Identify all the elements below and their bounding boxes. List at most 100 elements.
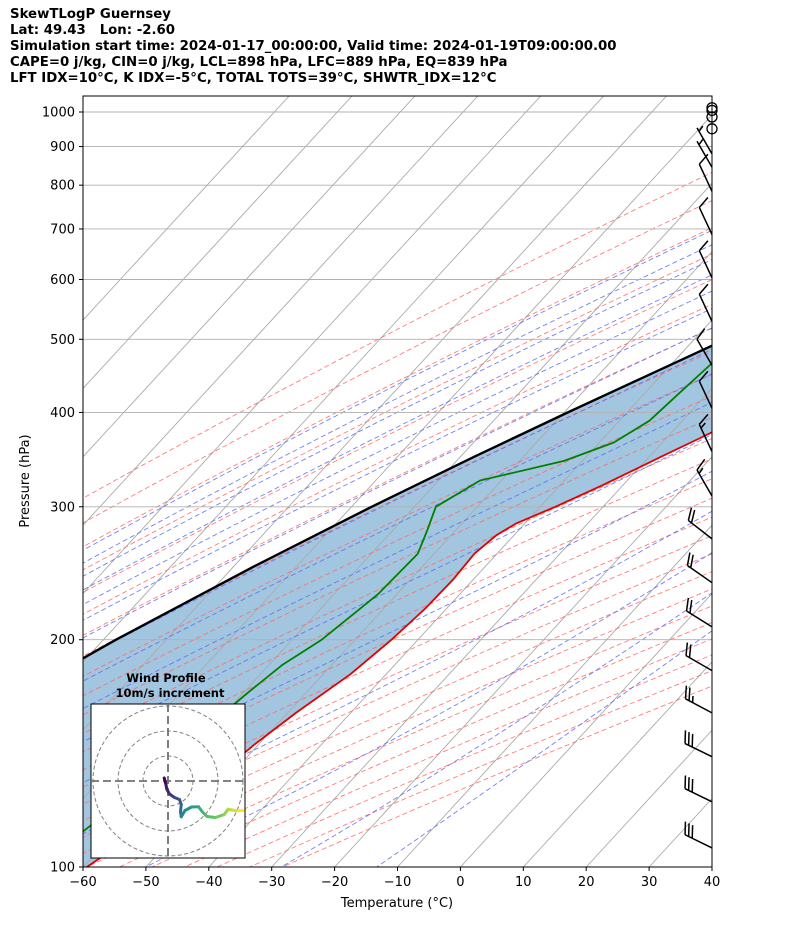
isotherm xyxy=(208,319,712,867)
barb-feather xyxy=(688,687,691,701)
barb-shaft xyxy=(698,250,713,279)
barb-shaft xyxy=(698,424,713,452)
barb-shaft xyxy=(696,338,713,366)
moist-adiabat xyxy=(83,274,712,591)
barb-shaft xyxy=(684,834,713,849)
barb-feather xyxy=(688,644,692,658)
isotherm xyxy=(83,96,667,731)
wind-barb xyxy=(696,458,713,497)
dry-adiabat xyxy=(83,395,712,697)
hodograph-plot xyxy=(91,704,245,858)
wind-barb xyxy=(684,685,713,714)
wind-barb xyxy=(698,196,713,235)
hodograph-inset: Wind Profile 10m/s increment xyxy=(90,671,246,859)
wind-barb xyxy=(686,552,713,584)
x-axis-label: Temperature (°C) xyxy=(340,896,453,911)
dry-adiabat xyxy=(83,351,712,657)
y-tick-label: 700 xyxy=(50,222,75,237)
y-tick-label: 200 xyxy=(50,633,75,648)
isotherm xyxy=(334,456,712,867)
calm-wind-marker xyxy=(706,111,718,123)
y-axis-label: Pressure (hPa) xyxy=(18,434,33,527)
barb-shaft xyxy=(696,469,713,497)
barb-feather xyxy=(698,196,709,208)
barb-shaft xyxy=(696,140,713,168)
wind-barbs xyxy=(684,102,718,849)
y-tick-label: 900 xyxy=(50,140,75,155)
barb-feather xyxy=(698,138,704,146)
thermo-indices-line: LFT IDX=10°C, K IDX=-5°C, TOTAL TOTS=39°… xyxy=(10,71,497,86)
x-tick-label: 0 xyxy=(456,875,464,890)
dry-adiabat xyxy=(83,303,712,615)
parcel-profile-line xyxy=(83,344,712,660)
moist-adiabat xyxy=(83,244,712,564)
wind-barb xyxy=(687,507,713,540)
wind-barb xyxy=(696,328,713,366)
moist-adiabat xyxy=(83,259,712,577)
moist-adiabat xyxy=(83,229,712,551)
moist-adiabat xyxy=(83,348,712,659)
chart-title-block: SkewTLogP Guernsey Lat: 49.43 Lon: -2.60… xyxy=(10,7,617,87)
barb-feather xyxy=(698,467,704,474)
hodograph-trace-segment xyxy=(214,813,226,819)
barb-shaft xyxy=(684,742,713,758)
barb-feather xyxy=(698,413,709,425)
barb-feather xyxy=(698,153,709,165)
x-tick-label: 40 xyxy=(704,875,721,890)
barb-shaft xyxy=(687,519,713,540)
wind-barb xyxy=(696,138,713,168)
x-tick-label: 30 xyxy=(641,875,658,890)
wind-barb xyxy=(698,240,713,279)
moist-adiabat xyxy=(83,470,712,784)
barb-feather xyxy=(686,552,691,566)
isotherm xyxy=(711,866,712,867)
x-axis-ticks: −60 −50 −40 −30 −20 −10 0 10 20 30 40 xyxy=(69,867,720,890)
barb-feather xyxy=(698,240,709,252)
calm-wind-marker xyxy=(706,123,718,135)
y-tick-label: 400 xyxy=(50,406,75,421)
isotherm xyxy=(460,592,712,867)
chart-title: SkewTLogP Guernsey xyxy=(10,7,171,22)
barb-feather xyxy=(698,370,709,382)
barb-shaft xyxy=(686,610,713,628)
isotherm xyxy=(83,96,353,390)
wind-barb xyxy=(698,370,713,409)
barb-shaft xyxy=(698,163,713,192)
wind-barb xyxy=(684,821,713,849)
sounding-profiles xyxy=(83,344,712,867)
hodograph-title: Wind Profile xyxy=(126,671,206,685)
isotherm xyxy=(648,797,712,867)
barb-feather xyxy=(698,283,709,295)
calm-wind-marker xyxy=(706,102,718,114)
barb-shaft xyxy=(686,564,713,584)
y-tick-label: 100 xyxy=(50,861,75,876)
isotherm xyxy=(397,524,712,867)
barb-feather xyxy=(687,507,693,521)
x-tick-label: −50 xyxy=(132,875,159,890)
y-tick-label: 1000 xyxy=(42,105,75,120)
barb-shaft xyxy=(696,127,713,155)
moist-adiabat xyxy=(83,327,712,639)
barb-feather xyxy=(698,125,704,132)
wind-barb xyxy=(685,597,713,628)
wind-barb xyxy=(684,730,713,758)
wind-barb xyxy=(698,153,713,192)
barb-feather xyxy=(689,554,694,568)
dry-adiabat xyxy=(83,497,712,788)
location-line: Lat: 49.43 Lon: -2.60 xyxy=(10,23,176,38)
y-axis-ticks: 100 200 300 400 500 600 700 800 900 1000 xyxy=(42,105,83,876)
temperature-line xyxy=(86,431,712,867)
isotherm xyxy=(83,96,542,595)
x-tick-label: −60 xyxy=(69,875,96,890)
barb-feather xyxy=(685,597,690,612)
dewpoint-line xyxy=(83,361,712,833)
barb-feather xyxy=(696,328,706,340)
barb-feather xyxy=(700,422,706,429)
dry-adiabat xyxy=(83,417,712,716)
barb-feather xyxy=(690,509,696,524)
wind-barb xyxy=(685,642,713,672)
isotherm xyxy=(83,96,416,458)
barb-feather xyxy=(684,685,688,699)
y-tick-label: 600 xyxy=(50,273,75,288)
